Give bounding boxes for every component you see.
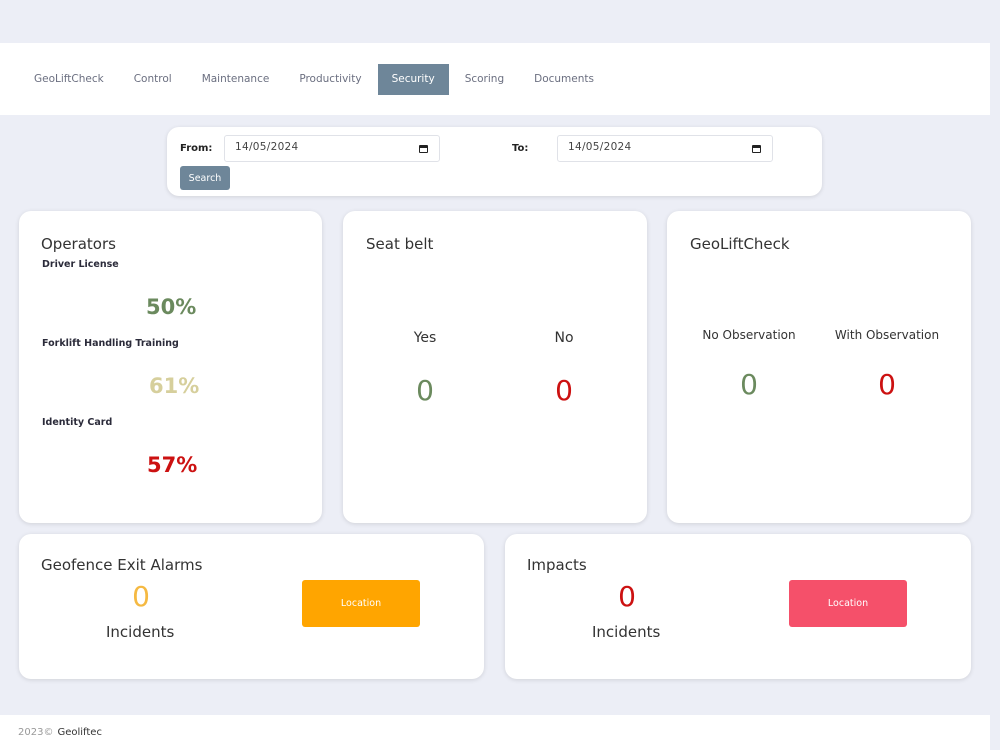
no-observation-label: No Observation <box>702 328 796 342</box>
seatbelt-card: Seat belt Yes 0 No 0 <box>343 211 647 523</box>
tab-control[interactable]: Control <box>133 73 172 85</box>
seatbelt-yes-label: Yes <box>413 330 437 346</box>
copyright-year: 2023© <box>18 727 54 738</box>
tab-productivity[interactable]: Productivity <box>299 73 362 85</box>
geoliftcheck-card: GeoLiftCheck No Observation 0 With Obser… <box>667 211 971 523</box>
forklift-training-label: Forklift Handling Training <box>42 338 179 349</box>
tab-documents[interactable]: Documents <box>534 73 594 85</box>
to-date-input[interactable]: 14/05/2024 <box>557 135 773 162</box>
seatbelt-yes-value: 0 <box>416 374 434 407</box>
identity-card-percent: 57% <box>147 453 198 477</box>
impacts-title: Impacts <box>527 556 587 574</box>
footer: 2023© Geoliftec <box>0 715 990 750</box>
driver-license-label: Driver License <box>42 259 119 270</box>
geoliftcheck-title: GeoLiftCheck <box>690 235 790 253</box>
forklift-training-percent: 61% <box>149 374 200 398</box>
seatbelt-no-value: 0 <box>555 374 573 407</box>
search-button[interactable]: Search <box>180 166 230 190</box>
calendar-icon[interactable] <box>752 145 761 153</box>
geofence-card: Geofence Exit Alarms 0 Incidents Locatio… <box>19 534 484 679</box>
to-date-value: 14/05/2024 <box>568 141 632 153</box>
tab-scoring[interactable]: Scoring <box>464 73 505 85</box>
tab-security[interactable]: Security <box>377 63 449 95</box>
geofence-title: Geofence Exit Alarms <box>41 556 203 574</box>
impacts-card: Impacts 0 Incidents Location <box>505 534 971 679</box>
operators-card: Operators Driver License 50% Forklift Ha… <box>19 211 322 523</box>
tab-maintenance[interactable]: Maintenance <box>201 73 270 85</box>
geofence-location-button[interactable]: Location <box>302 580 420 627</box>
tab-geoliftcheck[interactable]: GeoLiftCheck <box>34 73 104 85</box>
identity-card-label: Identity Card <box>42 417 113 428</box>
top-nav: GeoLiftCheck Control Maintenance Product… <box>0 43 990 115</box>
with-observation-value: 0 <box>878 368 896 401</box>
from-label: From: <box>180 143 213 154</box>
from-date-value: 14/05/2024 <box>235 141 299 153</box>
calendar-icon[interactable] <box>419 145 428 153</box>
no-observation-value: 0 <box>740 368 758 401</box>
impacts-location-button[interactable]: Location <box>789 580 907 627</box>
impacts-count: 0 <box>618 580 636 613</box>
from-date-input[interactable]: 14/05/2024 <box>224 135 440 162</box>
seatbelt-no-label: No <box>554 330 574 346</box>
impacts-incidents-label: Incidents <box>592 623 661 641</box>
driver-license-percent: 50% <box>146 295 197 319</box>
operators-title: Operators <box>41 235 116 253</box>
footer-brand[interactable]: Geoliftec <box>57 727 102 738</box>
seatbelt-title: Seat belt <box>366 235 434 253</box>
date-filter-panel: From: 14/05/2024 To: 14/05/2024 Search <box>167 127 822 196</box>
geofence-incidents-label: Incidents <box>106 623 175 641</box>
geofence-count: 0 <box>132 580 150 613</box>
with-observation-label: With Observation <box>834 328 940 342</box>
to-label: To: <box>512 143 529 154</box>
